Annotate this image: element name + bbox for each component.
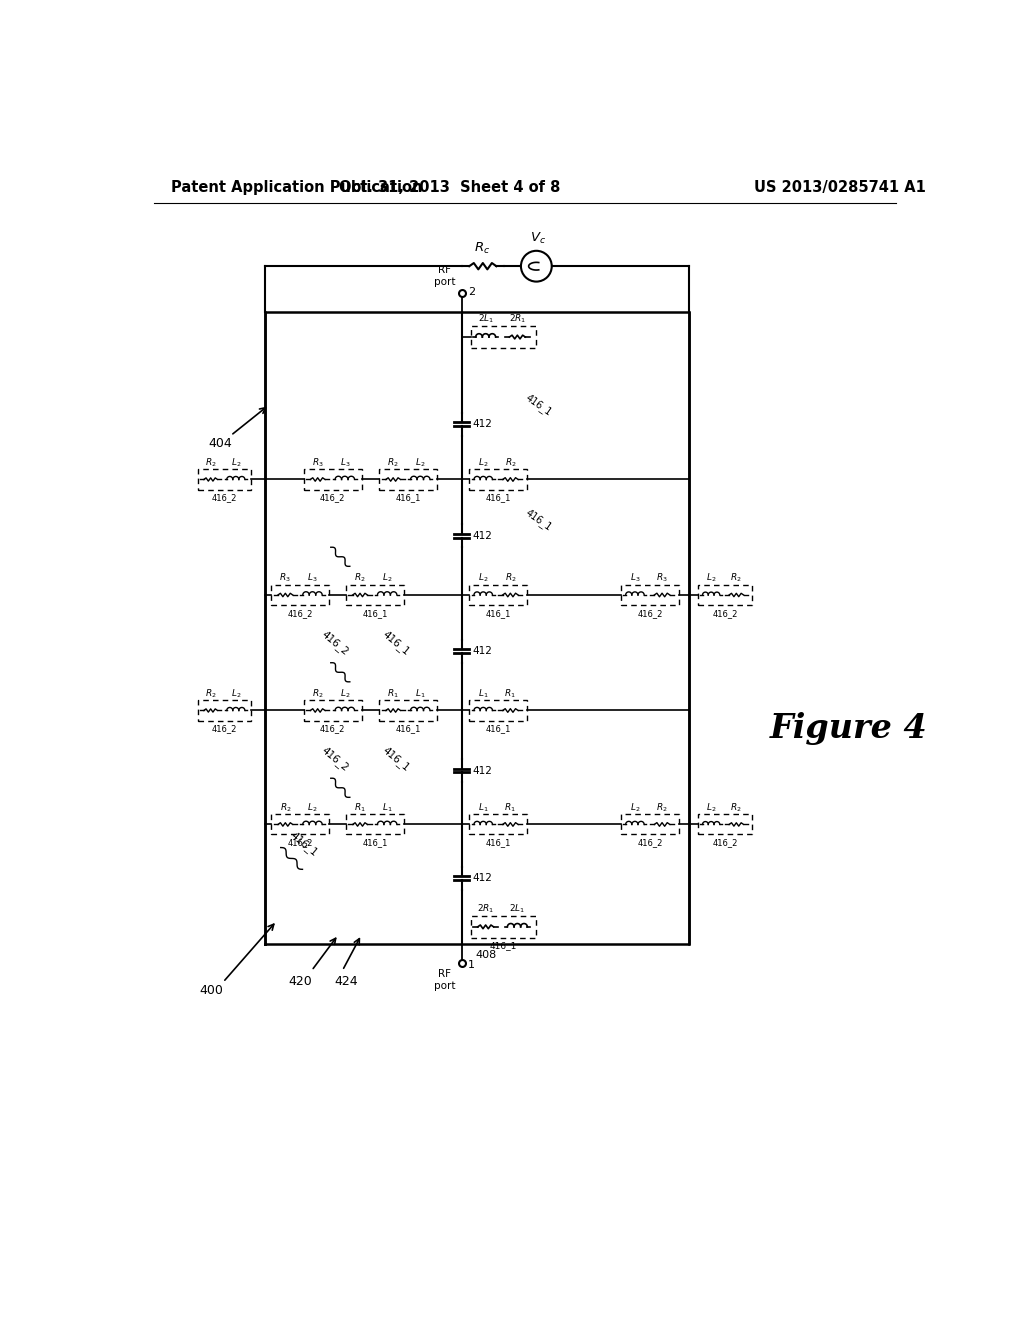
Text: 416_1: 416_1 (485, 725, 511, 734)
Text: $V_c$: $V_c$ (529, 231, 546, 246)
Text: $R_3$: $R_3$ (656, 572, 668, 585)
Text: $2L_1$: $2L_1$ (477, 313, 494, 326)
Text: $R_2$: $R_2$ (730, 572, 742, 585)
Text: 416_1: 416_1 (288, 829, 319, 858)
Text: $2R_1$: $2R_1$ (509, 313, 526, 326)
Text: 416_2: 416_2 (637, 838, 663, 847)
Text: 416_1: 416_1 (523, 392, 554, 417)
Text: 400: 400 (200, 983, 223, 997)
Text: $2R_1$: $2R_1$ (477, 903, 495, 915)
Text: $L_2$: $L_2$ (415, 457, 426, 469)
Text: 1: 1 (468, 960, 475, 970)
Text: $L_2$: $L_2$ (478, 457, 488, 469)
Text: 416_1: 416_1 (523, 507, 554, 533)
Text: $R_1$: $R_1$ (505, 801, 516, 813)
Text: 416_2: 416_2 (212, 725, 238, 734)
Text: 416_1: 416_1 (362, 609, 388, 618)
Text: $L_2$: $L_2$ (230, 688, 241, 700)
Text: 416_2: 416_2 (288, 838, 313, 847)
Text: $R_2$: $R_2$ (354, 572, 366, 585)
Text: 416_1: 416_1 (395, 494, 421, 503)
Text: 412: 412 (472, 531, 493, 541)
Text: 416_2: 416_2 (318, 630, 350, 657)
Text: $R_c$: $R_c$ (474, 242, 490, 256)
Text: $R_1$: $R_1$ (354, 801, 366, 813)
Text: $R_3$: $R_3$ (280, 572, 291, 585)
Text: $R_2$: $R_2$ (205, 457, 216, 469)
Text: 416_2: 416_2 (288, 609, 313, 618)
Text: $L_2$: $L_2$ (230, 457, 241, 469)
Text: 424: 424 (335, 974, 358, 987)
Text: 416_1: 416_1 (395, 725, 421, 734)
Text: 416_2: 416_2 (212, 494, 238, 503)
Text: 408: 408 (475, 950, 497, 961)
Text: 412: 412 (472, 874, 493, 883)
Text: $L_3$: $L_3$ (307, 572, 317, 585)
Text: $L_2$: $L_2$ (630, 801, 640, 813)
Text: 416_2: 416_2 (637, 609, 663, 618)
Text: 416_1: 416_1 (489, 941, 517, 949)
Text: 416_1: 416_1 (485, 838, 511, 847)
Text: 416_2: 416_2 (713, 609, 737, 618)
Text: $R_2$: $R_2$ (280, 801, 291, 813)
Text: 416_1: 416_1 (381, 630, 412, 657)
Text: RF
port: RF port (434, 265, 456, 286)
Text: RF
port: RF port (434, 969, 456, 991)
Text: $L_1$: $L_1$ (415, 688, 426, 700)
Text: Oct. 31, 2013  Sheet 4 of 8: Oct. 31, 2013 Sheet 4 of 8 (339, 180, 561, 195)
Text: $R_2$: $R_2$ (505, 457, 516, 469)
Text: $L_3$: $L_3$ (340, 457, 350, 469)
Text: $2L_1$: $2L_1$ (509, 903, 525, 915)
Text: $L_2$: $L_2$ (340, 688, 350, 700)
Text: 416_2: 416_2 (319, 725, 345, 734)
Text: $R_2$: $R_2$ (505, 572, 516, 585)
Text: 416_2: 416_2 (319, 494, 345, 503)
Text: 412: 412 (472, 766, 493, 776)
Text: $L_1$: $L_1$ (478, 688, 488, 700)
Text: 416_1: 416_1 (485, 609, 511, 618)
Text: 416_1: 416_1 (381, 744, 412, 774)
Text: $R_2$: $R_2$ (656, 801, 668, 813)
Text: $L_2$: $L_2$ (706, 572, 717, 585)
Text: $R_2$: $R_2$ (387, 457, 399, 469)
Text: Patent Application Publication: Patent Application Publication (171, 180, 422, 195)
Text: $L_2$: $L_2$ (478, 572, 488, 585)
Text: $R_2$: $R_2$ (730, 801, 742, 813)
Text: 404: 404 (209, 437, 232, 450)
Text: $L_3$: $L_3$ (630, 572, 640, 585)
Text: US 2013/0285741 A1: US 2013/0285741 A1 (755, 180, 926, 195)
Text: 416_2: 416_2 (713, 838, 737, 847)
Text: $R_1$: $R_1$ (387, 688, 399, 700)
Text: 412: 412 (472, 647, 493, 656)
Text: 420: 420 (288, 974, 312, 987)
Text: 416_1: 416_1 (362, 838, 388, 847)
Text: $R_2$: $R_2$ (205, 688, 216, 700)
Text: $R_1$: $R_1$ (505, 688, 516, 700)
Text: $R_2$: $R_2$ (312, 688, 324, 700)
Text: 416_2: 416_2 (318, 744, 350, 774)
Text: 2: 2 (468, 286, 475, 297)
Text: Figure 4: Figure 4 (770, 711, 928, 744)
Text: $R_3$: $R_3$ (311, 457, 324, 469)
Text: $L_2$: $L_2$ (307, 801, 317, 813)
Text: 412: 412 (472, 418, 493, 429)
Text: $L_1$: $L_1$ (382, 801, 392, 813)
Text: $L_2$: $L_2$ (382, 572, 392, 585)
Text: $L_2$: $L_2$ (706, 801, 717, 813)
Text: $L_1$: $L_1$ (478, 801, 488, 813)
Text: 416_1: 416_1 (485, 494, 511, 503)
